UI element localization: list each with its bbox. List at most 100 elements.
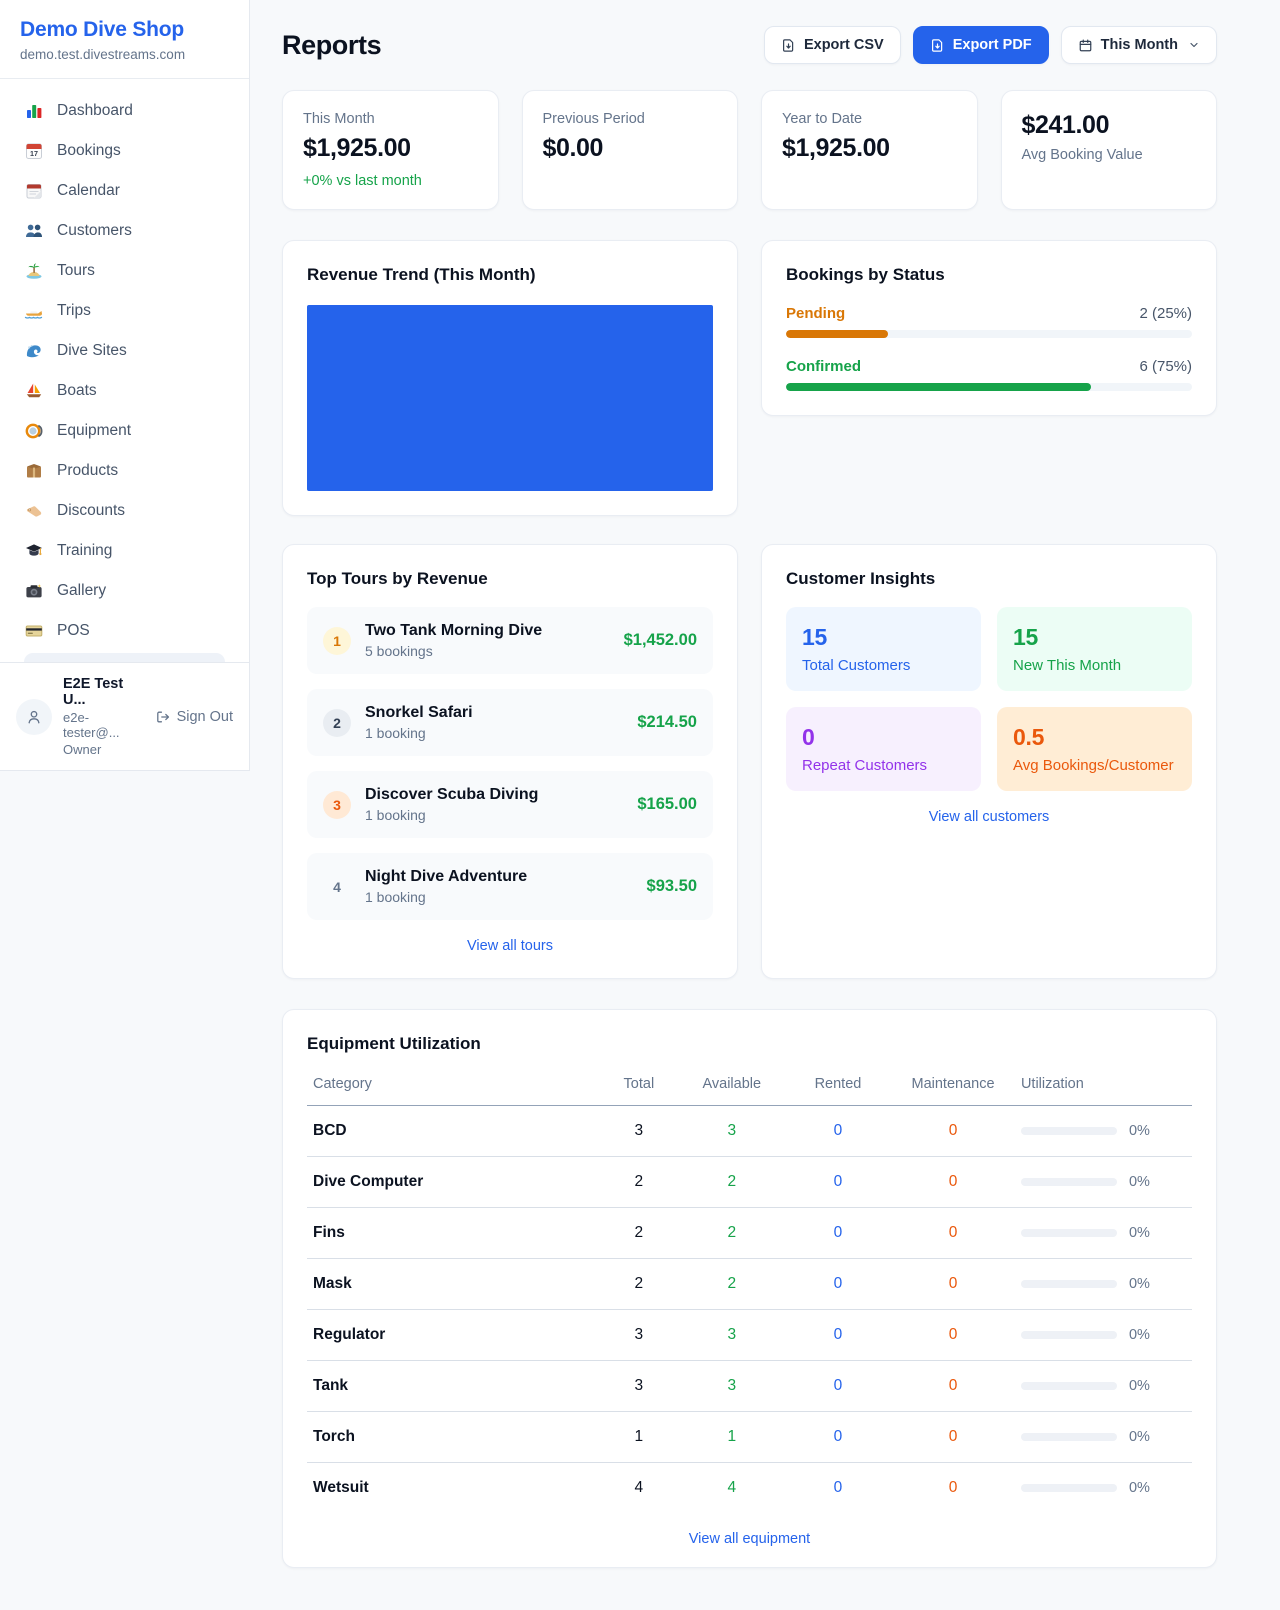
calendar-icon xyxy=(24,181,44,201)
sidebar-item-label: Dive Sites xyxy=(57,342,127,359)
view-all-customers-link[interactable]: View all customers xyxy=(928,809,1050,825)
equipment-table: Category Total Available Rented Maintena… xyxy=(307,1068,1192,1513)
cell-category: Tank xyxy=(307,1360,600,1412)
person-icon xyxy=(28,710,40,723)
tile-value: 0 xyxy=(802,724,815,750)
stat-delta: +0% vs last month xyxy=(303,173,422,189)
revenue-trend-chart xyxy=(307,305,713,491)
top-tours-card: Top Tours by Revenue 1 Two Tank Morning … xyxy=(282,544,738,979)
stat-value: $0.00 xyxy=(542,134,604,162)
cell-rented: 0 xyxy=(784,1258,892,1310)
table-row: Dive Computer 2 2 0 0 0% xyxy=(307,1156,1192,1208)
insight-tile-repeat-customers: 0 Repeat Customers xyxy=(786,707,981,791)
cell-maintenance: 0 xyxy=(891,1309,1015,1361)
tile-value: 15 xyxy=(802,624,827,650)
utilization-percent: 0% xyxy=(1128,1276,1150,1292)
sidebar-nav: Dashboard 17 Bookings Calendar Customers xyxy=(0,79,249,662)
list-item[interactable]: 1 Two Tank Morning Dive 5 bookings $1,45… xyxy=(307,607,713,674)
sign-out-button[interactable]: Sign Out xyxy=(155,709,233,725)
stat-value: $241.00 xyxy=(1021,111,1110,139)
sidebar-item-training[interactable]: Training xyxy=(12,531,237,571)
progress-track xyxy=(786,330,1192,338)
sidebar-item-pos[interactable]: POS xyxy=(12,611,237,651)
utilization-bar xyxy=(1020,1229,1117,1237)
period-dropdown[interactable]: This Month xyxy=(1060,26,1217,64)
tile-label: Avg Bookings/Customer xyxy=(1013,757,1174,774)
sidebar-item-products[interactable]: Products xyxy=(12,451,237,491)
cell-available: 2 xyxy=(678,1156,785,1208)
cell-maintenance: 0 xyxy=(891,1156,1015,1208)
sidebar-item-label: Bookings xyxy=(57,142,121,159)
rank-badge: 2 xyxy=(323,708,351,737)
list-item[interactable]: 2 Snorkel Safari 1 booking $214.50 xyxy=(307,689,713,756)
progress-fill-pending xyxy=(786,330,888,338)
stat-label: Year to Date xyxy=(782,111,863,127)
cell-available: 2 xyxy=(678,1207,785,1259)
cell-available: 3 xyxy=(678,1105,785,1157)
stat-value: $1,925.00 xyxy=(782,134,890,162)
tour-revenue: $1,452.00 xyxy=(623,631,697,649)
utilization-bar xyxy=(1020,1178,1117,1186)
sidebar-item-label: Tours xyxy=(57,262,95,279)
cell-category: Dive Computer xyxy=(307,1156,600,1208)
tile-value: 0.5 xyxy=(1013,724,1045,750)
sidebar-item-gallery[interactable]: Gallery xyxy=(12,571,237,611)
shop-name: Demo Dive Shop xyxy=(20,18,185,41)
sidebar-item-calendar[interactable]: Calendar xyxy=(12,171,237,211)
list-item[interactable]: 4 Night Dive Adventure 1 booking $93.50 xyxy=(307,853,713,920)
stat-label: This Month xyxy=(303,111,375,127)
row-tours-insights: Top Tours by Revenue 1 Two Tank Morning … xyxy=(282,544,1217,979)
export-csv-button[interactable]: Export CSV xyxy=(763,26,901,64)
customer-insights-card: Customer Insights 15 Total Customers 15 … xyxy=(761,544,1217,979)
tile-value: 15 xyxy=(1013,624,1038,650)
sidebar-item-dive-sites[interactable]: Dive Sites xyxy=(12,331,237,371)
sidebar-item-tours[interactable]: Tours xyxy=(12,251,237,291)
row-revenue-status: Revenue Trend (This Month) Bookings by S… xyxy=(282,240,1217,516)
sidebar-item-discounts[interactable]: Discounts xyxy=(12,491,237,531)
cell-maintenance: 0 xyxy=(891,1207,1015,1259)
utilization-percent: 0% xyxy=(1128,1429,1150,1445)
active-nav-item-clipped xyxy=(24,653,225,662)
cell-category: BCD xyxy=(307,1105,600,1157)
cell-category: Fins xyxy=(307,1207,600,1259)
export-csv-label: Export CSV xyxy=(803,37,884,53)
export-pdf-button[interactable]: Export PDF xyxy=(912,26,1049,64)
utilization-bar xyxy=(1020,1484,1117,1492)
col-header-total: Total xyxy=(599,1068,679,1106)
list-item[interactable]: 3 Discover Scuba Diving 1 booking $165.0… xyxy=(307,771,713,838)
cell-available: 3 xyxy=(678,1309,785,1361)
tour-list: 1 Two Tank Morning Dive 5 bookings $1,45… xyxy=(307,607,713,920)
tour-name: Discover Scuba Diving xyxy=(365,786,539,803)
status-value-confirmed: 6 (75%) xyxy=(1139,358,1192,375)
sidebar-item-equipment[interactable]: Equipment xyxy=(12,411,237,451)
status-row-pending: Pending 2 (25%) xyxy=(786,305,1192,338)
view-all-tours-link[interactable]: View all tours xyxy=(467,938,553,954)
cell-total: 2 xyxy=(599,1258,679,1310)
sidebar-item-dashboard[interactable]: Dashboard xyxy=(12,91,237,131)
sidebar-item-customers[interactable]: Customers xyxy=(12,211,237,251)
credit-card-icon xyxy=(24,621,44,641)
sign-out-label: Sign Out xyxy=(176,708,233,725)
user-section: E2E Test U... e2e-tester@... Owner Sign … xyxy=(0,662,249,770)
stat-card-year-to-date: Year to Date $1,925.00 xyxy=(761,90,978,210)
sidebar-item-boats[interactable]: Boats xyxy=(12,371,237,411)
tile-label: Total Customers xyxy=(802,657,911,674)
tour-bookings: 1 booking xyxy=(365,889,426,905)
cell-maintenance: 0 xyxy=(948,1479,958,1496)
user-meta: E2E Test U... e2e-tester@... Owner xyxy=(63,676,144,757)
sign-out-icon xyxy=(156,711,169,722)
utilization-percent: 0% xyxy=(1128,1480,1150,1496)
customer-insights-title: Customer Insights xyxy=(786,569,936,588)
sidebar-item-bookings[interactable]: 17 Bookings xyxy=(12,131,237,171)
tag-icon xyxy=(24,501,44,521)
status-value-pending: 2 (25%) xyxy=(1139,305,1192,322)
shop-domain: demo.test.divestreams.com xyxy=(20,47,186,62)
view-all-equipment-link[interactable]: View all equipment xyxy=(688,1531,811,1547)
sidebar: Demo Dive Shop demo.test.divestreams.com… xyxy=(0,0,250,771)
sidebar-item-trips[interactable]: Trips xyxy=(12,291,237,331)
cell-rented: 0 xyxy=(784,1156,892,1208)
chevron-down-icon xyxy=(1190,42,1198,48)
avatar xyxy=(16,698,52,735)
stat-label: Avg Booking Value xyxy=(1021,147,1143,163)
user-role: Owner xyxy=(63,742,102,757)
